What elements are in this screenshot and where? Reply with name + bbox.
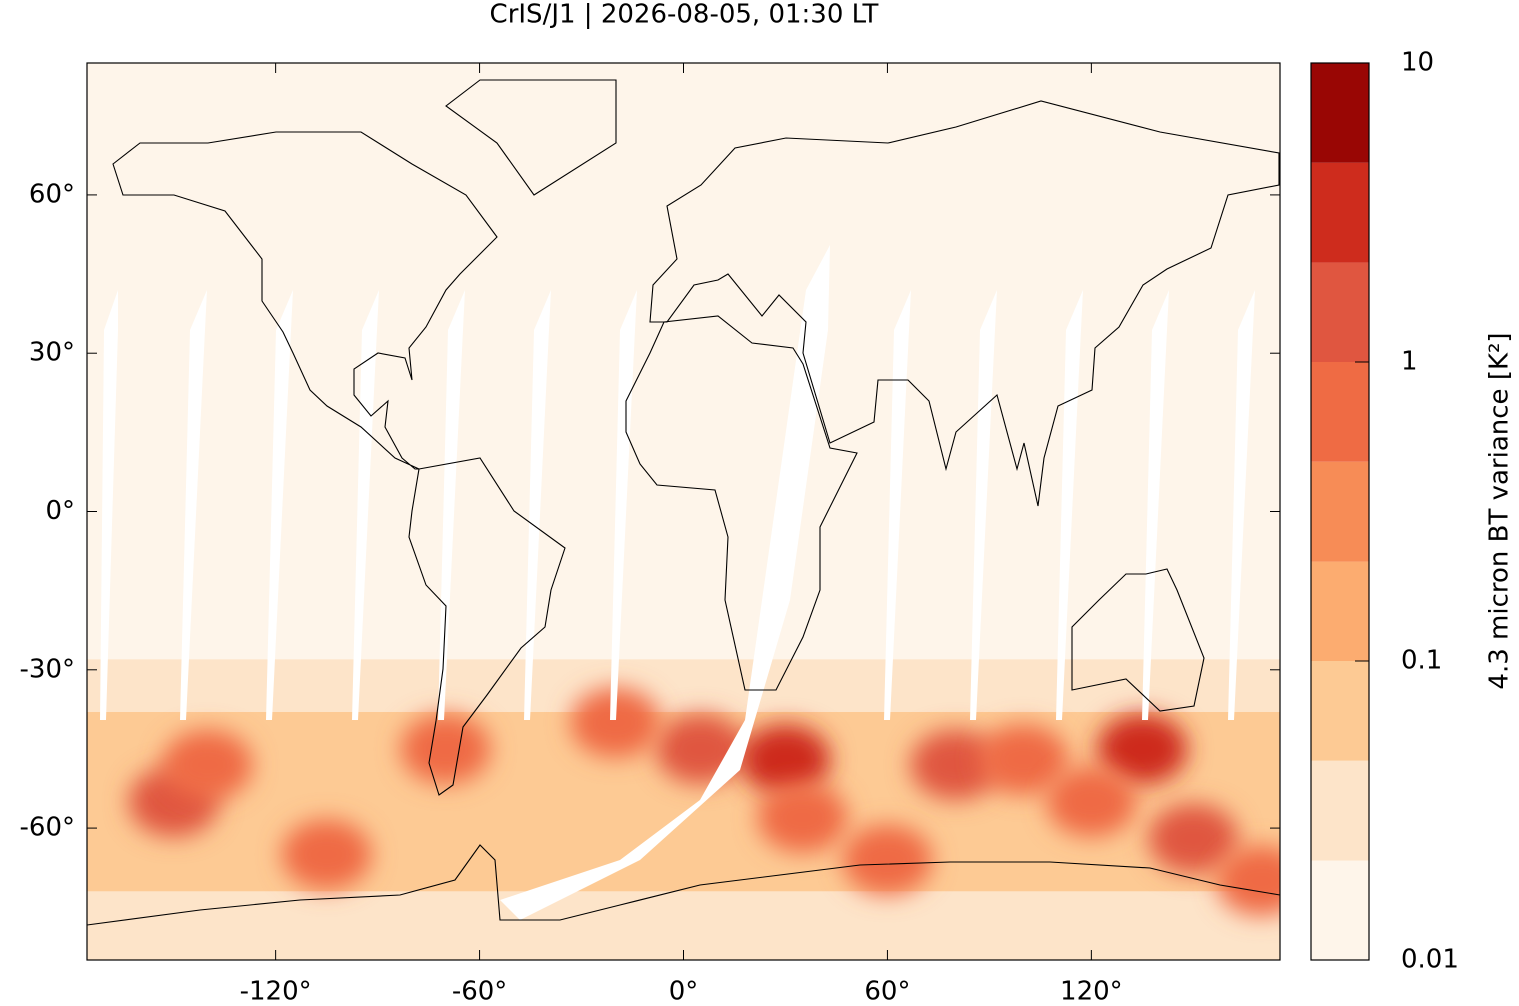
colorbar-level [1311,661,1369,761]
y-tick-label: -30° [20,654,75,684]
chart-title: CrIS/J1 | 2026-08-05, 01:30 LT [490,0,879,30]
hotspot [162,729,253,800]
swath-gap [1142,290,1169,720]
colorbar-level [1311,461,1369,562]
coastline [87,844,1280,926]
hotspot [910,729,1001,800]
map-field [87,63,1280,960]
hotspot [400,713,491,784]
coastline [112,131,498,470]
coastlines [87,79,1280,926]
coastline [445,79,617,196]
colorbar-level [1311,860,1369,960]
colorbar: 0.01 0.1 1 10 [1310,48,1459,975]
colorbar-level [1311,760,1369,861]
swath-gap [884,290,911,720]
colorbar-tick-label: 0.01 [1401,945,1459,975]
swath-gap [1228,290,1255,720]
x-tick-label: 60° [864,977,910,1003]
hotspot [1097,713,1188,784]
y-tick-label: -60° [20,813,75,843]
colorbar-level [1311,362,1369,462]
y-tick-label: 30° [29,338,75,368]
swath-gap [100,290,118,720]
swath-gap [180,290,207,720]
coastline [625,315,858,691]
zonal-band [87,891,1280,960]
colorbar-level [1311,162,1369,263]
colorbar-tick-label: 0.1 [1401,646,1442,676]
y-tick-label: 0° [45,496,75,526]
swath-gap [438,290,465,720]
colorbar-level [1311,262,1369,362]
zonal-band [87,659,1280,713]
hotspot [1216,845,1280,916]
x-tick-label: -60° [452,977,507,1003]
hotspot [570,687,661,758]
swath-gap [266,290,293,720]
hotspot [740,724,831,795]
hotspot [842,824,933,895]
x-tick-label: 0° [669,977,699,1003]
swath-gap [352,290,379,720]
swath-gap [610,290,637,720]
coastline [408,457,566,796]
swath-gap [524,290,551,720]
hotspot [1046,766,1137,837]
hotspot [757,782,848,853]
colorbar-frame [1310,62,1370,961]
colorbar-tick-label: 10 [1401,48,1434,78]
hotspot [281,819,372,890]
coastline [649,100,1280,507]
colorbar-label: 4.3 micron BT variance [K²] [1485,332,1515,689]
zonal-band [87,63,1280,660]
hotspot [978,724,1069,795]
y-tick-label: 60° [29,179,75,209]
colorbar-tick-label: 1 [1401,347,1418,377]
hotspot [1148,803,1239,874]
colorbar-level [1311,63,1369,163]
x-tick-label: -120° [240,977,312,1003]
swath-gap [970,290,997,720]
colorbar-level [1311,561,1369,661]
coastline [1071,568,1205,712]
x-tick-label: 120° [1060,977,1123,1003]
